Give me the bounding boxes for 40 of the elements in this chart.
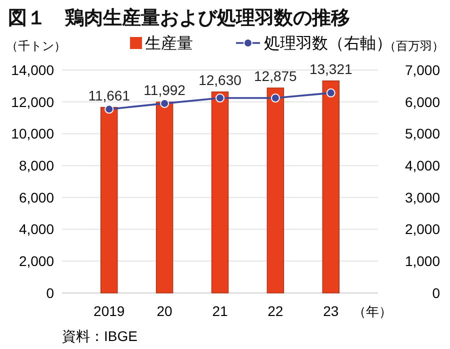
x-tick-label: 20 <box>156 303 173 319</box>
y2-tick-label: 6,000 <box>404 94 440 110</box>
point <box>104 104 114 114</box>
y-axis-title: （千トン） <box>6 39 66 53</box>
data-label: 12,875 <box>254 68 298 84</box>
chart-title: 図１ 鶏肉生産量および処理羽数の推移 <box>8 7 350 29</box>
y-tick-label: 10,000 <box>11 126 54 142</box>
x-tick-label: 21 <box>212 303 228 319</box>
data-label: 12,630 <box>198 72 242 88</box>
y-tick-label: 8,000 <box>18 157 54 174</box>
y2-tick-label: 5,000 <box>404 126 440 142</box>
data-label: 11,992 <box>144 82 186 98</box>
x-tick-label: 2019 <box>94 303 125 319</box>
y-tick-label: 0 <box>46 284 54 301</box>
y2-tick-label: 3,000 <box>404 189 440 206</box>
y-tick-label: 2,000 <box>18 253 54 270</box>
point <box>216 94 224 103</box>
x-tick-label: 23 <box>323 303 339 319</box>
y-tick-label: 14,000 <box>11 62 54 78</box>
bar <box>156 102 174 294</box>
y2-tick-label: 0 <box>432 284 440 301</box>
y2-tick-label: 1,000 <box>404 253 440 270</box>
data-label: 13,321 <box>309 60 352 77</box>
y-tick-label: 6,000 <box>18 189 54 206</box>
y2-tick-label: 7,000 <box>404 62 440 78</box>
text: 資料：IBGE <box>62 328 138 344</box>
x-axis-title: （年） <box>352 304 392 319</box>
bar <box>211 92 229 294</box>
y2-tick-label: 4,000 <box>404 157 440 174</box>
bar <box>322 80 340 294</box>
legend-label: 生産量 <box>145 34 193 53</box>
x-tick-label: 22 <box>268 303 284 319</box>
y-tick-label: 4,000 <box>18 221 54 238</box>
point <box>270 94 280 103</box>
point <box>326 88 336 98</box>
y2-tick-label: 2,000 <box>404 221 440 238</box>
y-tick-label: 12,000 <box>11 94 54 110</box>
bar <box>266 88 284 294</box>
data-label: 11,661 <box>88 87 130 104</box>
bar <box>100 106 118 294</box>
